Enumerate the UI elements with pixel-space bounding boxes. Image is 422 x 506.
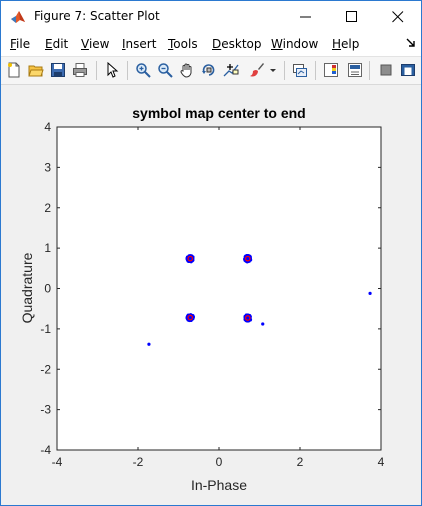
- hide-plot-tools-button[interactable]: [376, 60, 396, 80]
- y-tick-label: 2: [44, 201, 51, 215]
- y-tick-label: -1: [40, 322, 51, 336]
- insert-colorbar-icon: [324, 63, 338, 77]
- zoom-in-icon: [136, 63, 151, 78]
- y-axis-label: Quadrature: [19, 252, 35, 323]
- rotate-3d-icon: [202, 64, 215, 76]
- y-tick-label: 3: [44, 160, 51, 174]
- y-tick-label: -4: [40, 443, 51, 457]
- y-tick-label: 1: [44, 241, 51, 255]
- data-cursor-button[interactable]: [221, 60, 241, 80]
- toolbar-separator: [315, 61, 316, 80]
- brush-button[interactable]: [247, 60, 267, 80]
- new-figure-icon: [8, 62, 20, 78]
- insert-legend-button[interactable]: [345, 60, 365, 80]
- y-tick-label: 4: [44, 120, 51, 134]
- matlab-logo-icon: [11, 11, 25, 23]
- symbol-cluster: [243, 313, 253, 323]
- pan-button[interactable]: [177, 60, 197, 80]
- new-figure-button[interactable]: [4, 60, 24, 80]
- pan-icon: [180, 63, 192, 78]
- menu-edit[interactable]: Edit: [45, 37, 69, 51]
- brush-icon: [250, 63, 264, 77]
- insert-legend-icon: [348, 63, 362, 77]
- print-icon: [73, 63, 87, 77]
- maximize-button[interactable]: [329, 1, 375, 32]
- outlier-point: [261, 322, 265, 326]
- toolbar-separator: [369, 61, 370, 80]
- x-tick-label: 4: [378, 455, 385, 469]
- data-cursor-icon: [223, 64, 239, 77]
- print-button[interactable]: [70, 60, 90, 80]
- plot-title: symbol map center to end: [132, 105, 305, 121]
- figure-canvas[interactable]: -4 -2 0 2 4 4 3 2 1 0 -1 -2 -3 -4 symbol map center t…: [1, 85, 421, 505]
- close-button[interactable]: [375, 1, 421, 32]
- show-plot-tools-icon: [401, 64, 415, 76]
- axis-ticks: -4 -2 0 2 4 4 3 2 1 0 -1 -2 -3 -4: [40, 120, 384, 469]
- x-tick-label: -4: [52, 455, 63, 469]
- edit-plot-button[interactable]: [102, 60, 122, 80]
- axes-box: [56, 126, 382, 451]
- centroid-marker: [187, 255, 194, 262]
- menu-desktop[interactable]: Desktop: [212, 37, 262, 51]
- menu-window[interactable]: Window: [271, 37, 319, 51]
- y-tick-label: 0: [44, 282, 51, 296]
- hide-plot-tools-icon: [380, 64, 392, 76]
- menu-help[interactable]: Help: [332, 37, 360, 51]
- centroid-marker: [187, 314, 194, 321]
- scatter-plot[interactable]: -4 -2 0 2 4 4 3 2 1 0 -1 -2 -3 -4 symbol map center t…: [1, 85, 421, 505]
- plot-marks: [147, 253, 372, 346]
- menu-file[interactable]: File: [10, 37, 31, 51]
- show-plot-tools-button[interactable]: [398, 60, 418, 80]
- x-tick-label: 2: [297, 455, 304, 469]
- menu-bar: File Edit View Insert Tools Desktop Wind…: [1, 32, 421, 57]
- window-title: Figure 7: Scatter Plot: [34, 9, 160, 23]
- toolbar-separator: [96, 61, 97, 80]
- x-tick-label: -2: [133, 455, 144, 469]
- centroid-marker: [244, 315, 251, 321]
- insert-colorbar-button[interactable]: [321, 60, 341, 80]
- title-bar[interactable]: Figure 7: Scatter Plot: [1, 1, 421, 32]
- toolbar-separator: [127, 61, 128, 80]
- menu-tools[interactable]: Tools: [168, 37, 198, 51]
- minimize-button[interactable]: [283, 1, 329, 32]
- y-tick-label: -2: [40, 362, 51, 376]
- dock-arrow-icon[interactable]: [406, 38, 416, 48]
- open-file-icon: [28, 65, 44, 77]
- figure-toolbar: [1, 57, 421, 85]
- edit-plot-arrow-icon: [107, 62, 119, 78]
- maximize-icon: [346, 11, 357, 22]
- open-file-button[interactable]: [26, 60, 46, 80]
- x-axis-label: In-Phase: [191, 477, 247, 493]
- close-icon: [392, 11, 404, 23]
- y-tick-label: -3: [40, 403, 51, 417]
- outlier-point: [368, 291, 372, 295]
- zoom-out-icon: [158, 63, 173, 78]
- zoom-in-button[interactable]: [133, 60, 153, 80]
- centroid-marker: [244, 255, 251, 262]
- minimize-icon: [300, 16, 311, 18]
- toolbar-separator: [284, 61, 285, 80]
- brush-dropdown-button[interactable]: [267, 60, 279, 80]
- zoom-out-button[interactable]: [155, 60, 175, 80]
- save-icon: [51, 63, 65, 77]
- menu-insert[interactable]: Insert: [122, 37, 157, 51]
- brush-dropdown-icon: [270, 69, 276, 72]
- axes-background: [57, 127, 381, 450]
- save-button[interactable]: [48, 60, 68, 80]
- rotate-3d-button[interactable]: [199, 60, 219, 80]
- link-plot-button[interactable]: [290, 60, 310, 80]
- outlier-point: [147, 342, 151, 346]
- menu-view[interactable]: View: [81, 37, 110, 51]
- x-tick-label: 0: [216, 455, 223, 469]
- link-plot-icon: [293, 64, 307, 77]
